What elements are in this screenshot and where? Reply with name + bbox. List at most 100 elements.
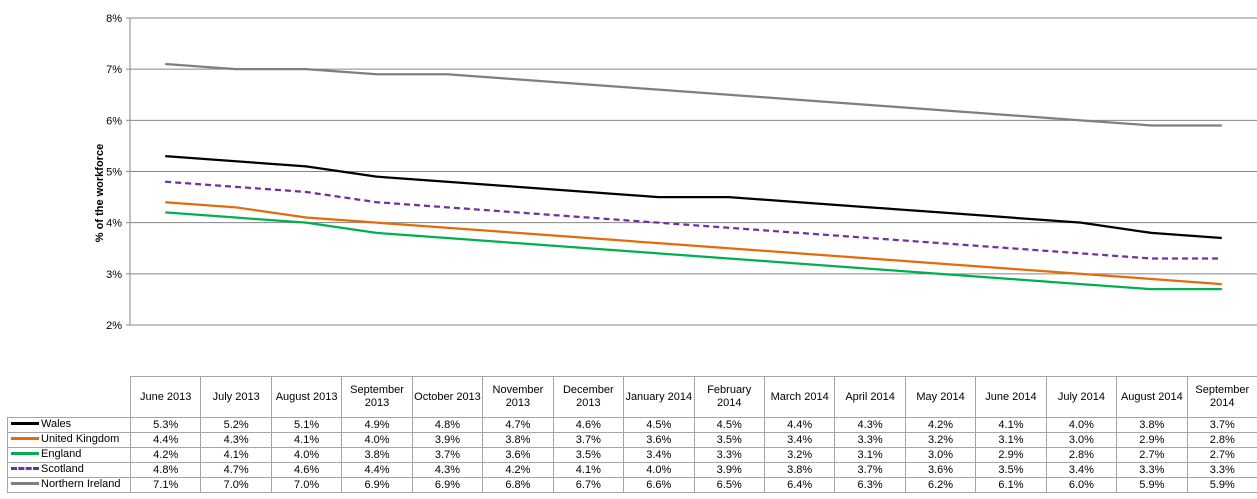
category-label: May 2014	[904, 376, 977, 418]
data-label: 2.7%	[1186, 447, 1257, 463]
data-label: 4.8%	[129, 462, 202, 478]
series-name: Northern Ireland	[41, 478, 121, 491]
data-label: 4.4%	[763, 417, 836, 433]
data-label: 3.1%	[975, 432, 1047, 448]
data-label: 5.1%	[270, 417, 343, 433]
data-label: 4.9%	[341, 417, 413, 433]
data-label: 3.8%	[482, 432, 554, 448]
data-label: 2.8%	[1186, 432, 1257, 448]
data-label: 4.4%	[341, 462, 413, 478]
data-label: 3.6%	[904, 462, 977, 478]
data-label: 3.4%	[623, 447, 695, 463]
data-label: 6.3%	[834, 477, 906, 493]
y-tick-label: 7%	[106, 64, 122, 76]
legend-entry: United Kingdom	[7, 432, 131, 448]
y-tick-label: 3%	[106, 269, 122, 281]
data-label: 4.1%	[270, 432, 343, 448]
data-label: 6.7%	[552, 477, 625, 493]
data-label: 3.4%	[1045, 462, 1118, 478]
category-label: June 2014	[975, 376, 1047, 418]
data-label: 3.3%	[834, 432, 906, 448]
table-row: Northern Ireland 7.1% 7.0% 7.0% 6.9% 6.9% 6.8%…	[7, 477, 1257, 493]
data-table: June 2013 July 2013 August 2013 September 2…	[7, 376, 1257, 493]
table-row: United Kingdom 4.4% 4.3% 4.1% 4.0% 3.9% 3.8% 3.…	[7, 432, 1257, 448]
data-label: 3.2%	[763, 447, 836, 463]
y-tick-label: 5%	[106, 167, 122, 179]
data-label: 3.7%	[1186, 417, 1257, 433]
data-label: 6.5%	[693, 477, 765, 493]
y-axis-tick-labels: 2% 3% 4% 5% 6% 7% 8%	[106, 13, 122, 332]
data-label: 6.9%	[411, 477, 484, 493]
table-header-row: June 2013 July 2013 August 2013 September 2…	[8, 376, 1257, 418]
category-label: September 2013	[341, 376, 413, 418]
category-label: October 2013	[411, 376, 484, 418]
data-label: 3.8%	[1116, 417, 1188, 433]
category-label: January 2014	[623, 376, 695, 418]
data-label: 6.4%	[763, 477, 836, 493]
data-label: 5.2%	[200, 417, 272, 433]
category-label: February 2014	[693, 376, 765, 418]
gridlines	[126, 17, 1257, 326]
data-label: 3.5%	[552, 447, 625, 463]
category-label: August 2014	[1116, 376, 1188, 418]
legend-key-icon	[11, 467, 39, 471]
data-label: 4.2%	[129, 447, 202, 463]
table-row: Wales 5.3% 5.2% 5.1% 4.9% 4.8% 4.7% 4.6% 4.5% 4.5…	[7, 417, 1257, 433]
data-label: 3.7%	[834, 462, 906, 478]
table-row: England 4.2% 4.1% 4.0% 3.8% 3.7% 3.6% 3.5% 3.4% 3…	[7, 447, 1257, 463]
data-label: 4.3%	[411, 462, 484, 478]
data-label: 3.3%	[1116, 462, 1188, 478]
table-body: Wales 5.3% 5.2% 5.1% 4.9% 4.8% 4.7% 4.6% 4.5% 4.5…	[7, 417, 1257, 493]
series-name: Scotland	[41, 463, 84, 476]
legend-key-icon	[11, 482, 39, 486]
data-label: 6.2%	[904, 477, 977, 493]
data-label: 3.4%	[763, 432, 836, 448]
data-label: 3.6%	[482, 447, 554, 463]
category-label: December 2013	[552, 376, 625, 418]
data-label: 4.0%	[1045, 417, 1118, 433]
data-label: 3.9%	[411, 432, 484, 448]
legend-entry: Wales	[7, 417, 131, 433]
table-corner	[8, 377, 131, 418]
data-label: 4.1%	[200, 447, 272, 463]
series-line-wales	[165, 155, 1222, 240]
data-label: 4.2%	[904, 417, 977, 433]
data-label: 3.5%	[975, 462, 1047, 478]
series-line-united-kingdom	[165, 201, 1222, 286]
data-label: 4.5%	[623, 417, 695, 433]
data-label: 2.9%	[975, 447, 1047, 463]
data-label: 6.8%	[482, 477, 554, 493]
data-label: 4.0%	[341, 432, 413, 448]
data-label: 4.5%	[693, 417, 765, 433]
data-label: 2.7%	[1116, 447, 1188, 463]
category-label: March 2014	[763, 376, 836, 418]
y-axis-label: % of the workforce	[94, 144, 106, 242]
legend-entry: Scotland	[7, 462, 131, 478]
data-label: 4.3%	[200, 432, 272, 448]
data-label: 4.6%	[270, 462, 343, 478]
data-label: 6.9%	[341, 477, 413, 493]
data-label: 5.9%	[1186, 477, 1257, 493]
data-label: 4.1%	[975, 417, 1047, 433]
series-line-northern-ireland	[165, 62, 1222, 127]
data-label: 2.8%	[1045, 447, 1118, 463]
category-label: July 2014	[1045, 376, 1118, 418]
legend-key-icon	[11, 452, 39, 456]
data-label: 4.3%	[834, 417, 906, 433]
series-name: United Kingdom	[41, 433, 120, 446]
line-chart: 2% 3% 4% 5% 6% 7% 8% % of the workforce	[94, 13, 1257, 332]
data-label: 3.3%	[693, 447, 765, 463]
category-label: November 2013	[482, 376, 554, 418]
category-label: July 2013	[200, 376, 272, 418]
series-line-scotland	[165, 180, 1222, 260]
legend-key-icon	[11, 437, 39, 441]
data-label: 4.2%	[482, 462, 554, 478]
series-name: Wales	[41, 418, 72, 431]
table-row: Scotland 4.8% 4.7% 4.6% 4.4% 4.3% 4.2% 4.1% 4.0%…	[7, 462, 1257, 478]
y-tick-label: 8%	[106, 13, 122, 25]
category-label: April 2014	[834, 376, 906, 418]
data-label: 3.7%	[411, 447, 484, 463]
data-label: 6.0%	[1045, 477, 1118, 493]
category-label: September 2014	[1186, 376, 1257, 418]
y-tick-label: 2%	[106, 320, 122, 332]
